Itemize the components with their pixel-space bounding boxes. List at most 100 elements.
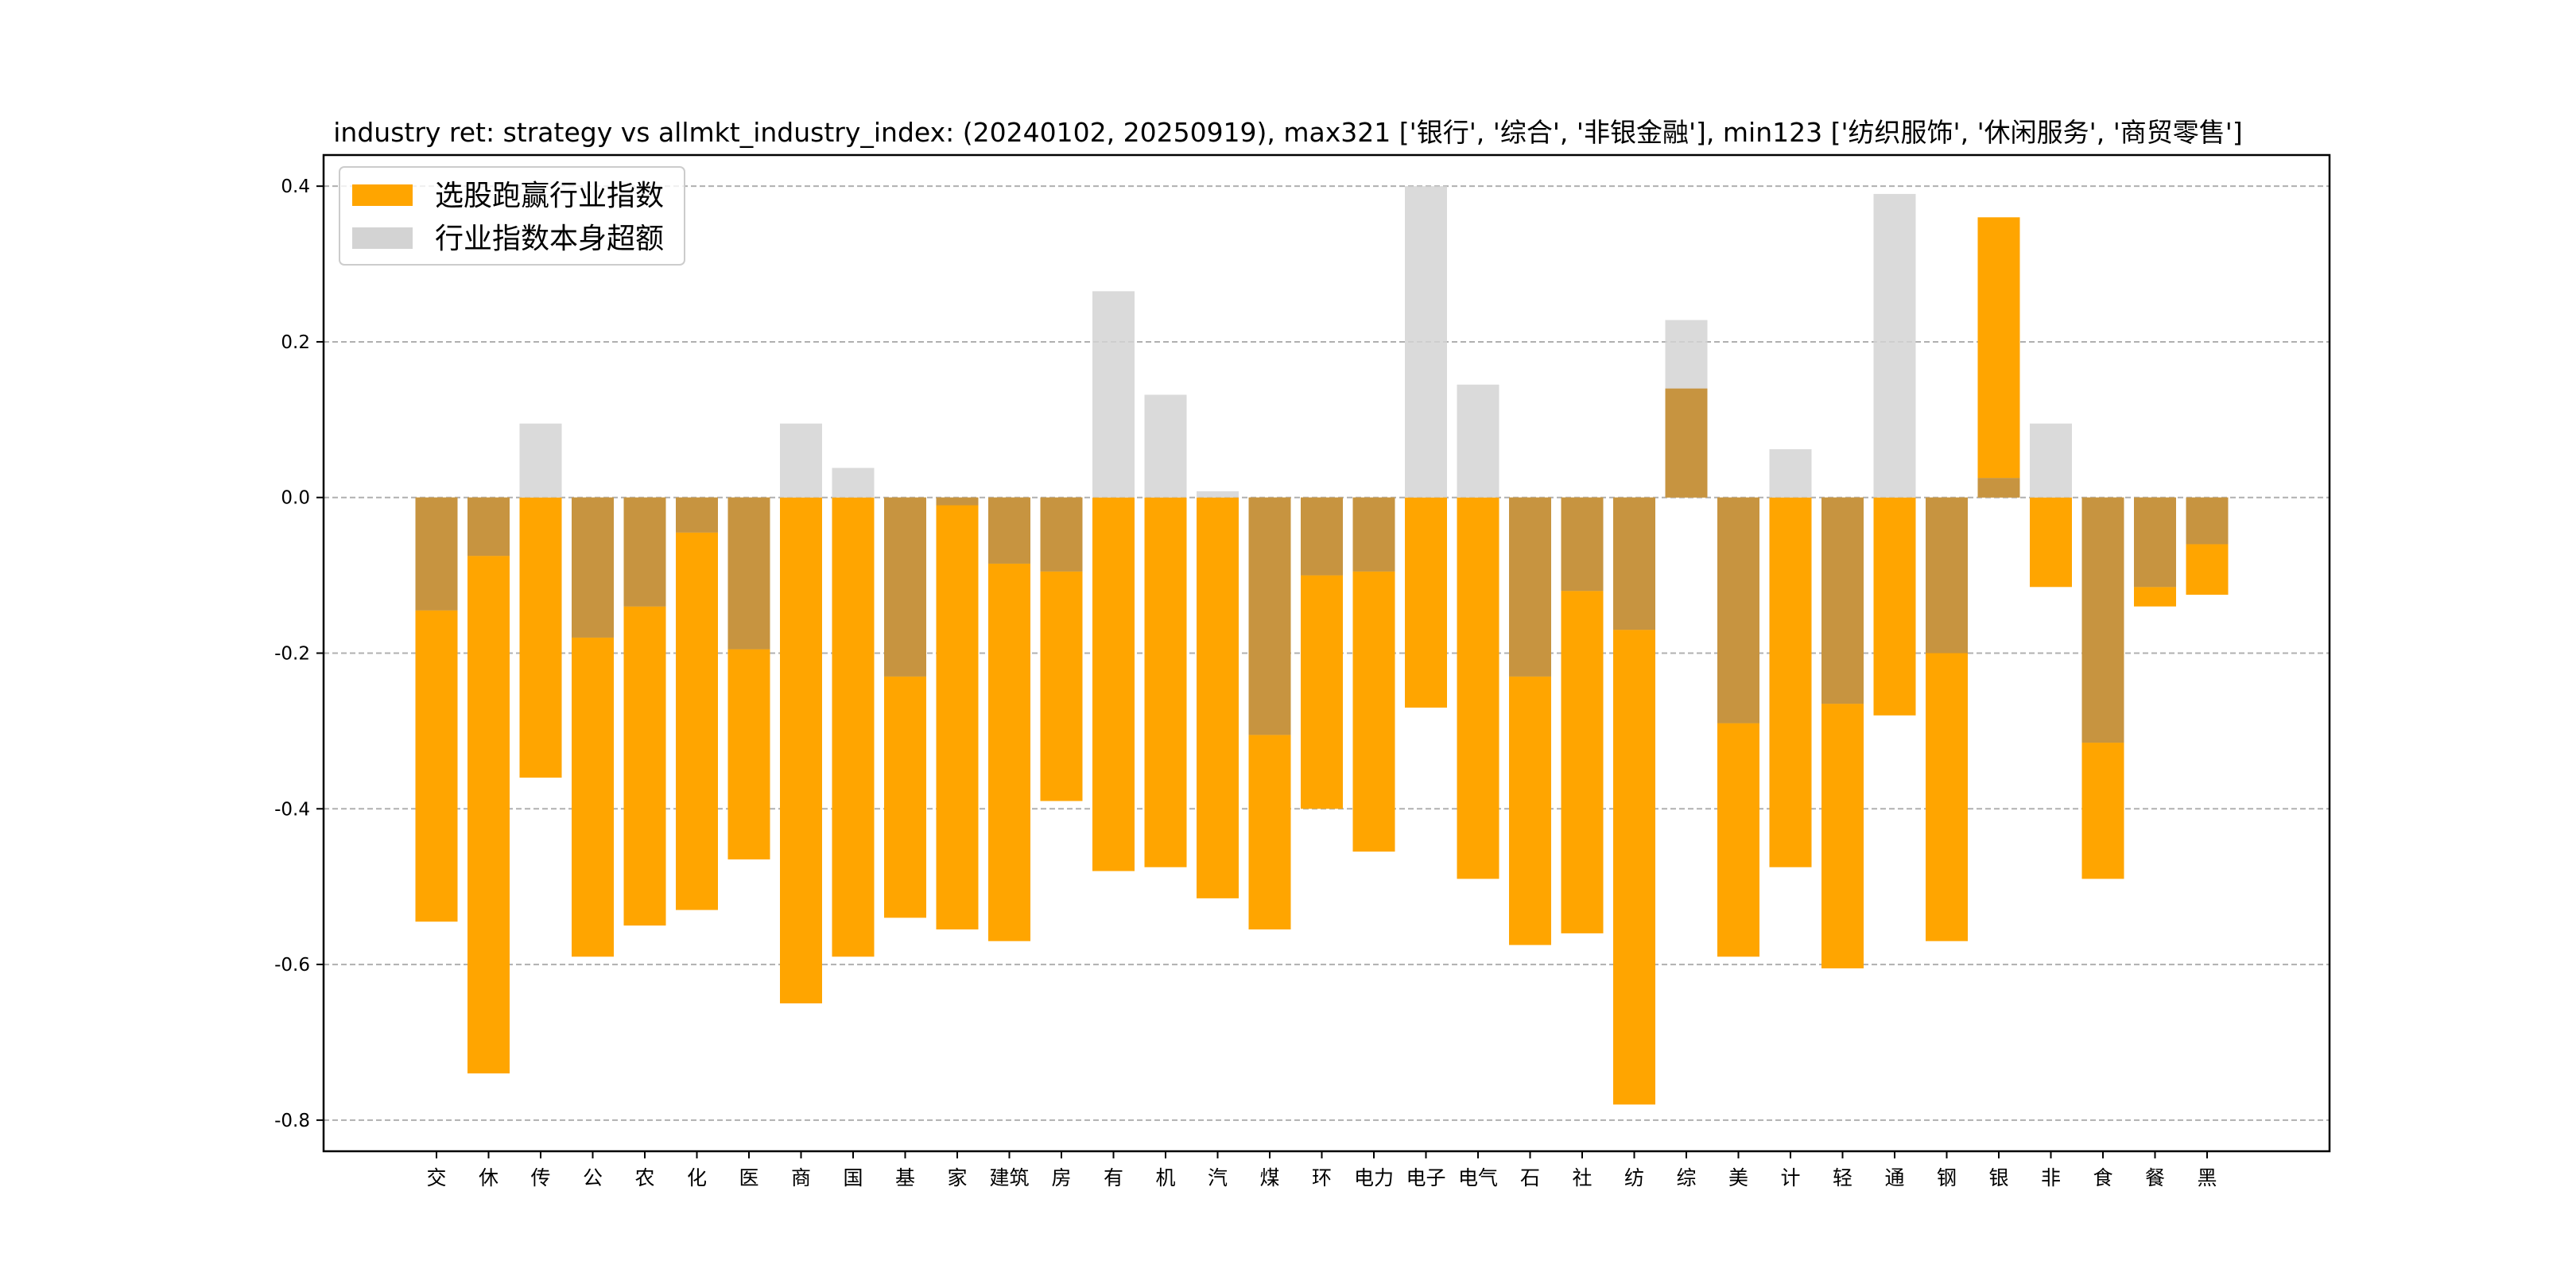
- x-tick-label: 黑: [2197, 1166, 2217, 1189]
- legend-box: [339, 166, 685, 266]
- x-tick-label: 汽: [1208, 1166, 1228, 1189]
- x-tick-label: 化: [687, 1166, 707, 1189]
- bar-overlap: [1926, 497, 1968, 654]
- y-tick-label: 0.0: [281, 488, 310, 509]
- bar-overlap: [1040, 497, 1083, 572]
- bar-index-excess: [1144, 394, 1187, 498]
- legend-swatch-outperform: [352, 184, 413, 206]
- legend-swatch-index-excess: [352, 227, 413, 249]
- bar-outperform: [1457, 497, 1499, 879]
- x-tick-label: 公: [583, 1166, 603, 1189]
- x-tick-label: 机: [1155, 1166, 1175, 1189]
- x-tick-label: 银: [1988, 1166, 2008, 1189]
- y-tick-label: 0.4: [281, 177, 310, 197]
- y-tick-label: -0.6: [274, 955, 310, 976]
- bar-outperform: [1873, 497, 1916, 716]
- x-tick-label: 电气: [1458, 1166, 1498, 1189]
- x-tick-label: 交: [426, 1166, 446, 1189]
- x-tick-label: 环: [1312, 1166, 1332, 1189]
- x-tick-label: 电力: [1354, 1166, 1394, 1189]
- bar-overlap: [1248, 497, 1291, 735]
- bar-outperform: [936, 497, 979, 930]
- legend-label-outperform: 选股跑赢行业指数: [435, 180, 664, 212]
- x-tick-label: 传: [530, 1166, 550, 1189]
- bar-overlap: [1509, 497, 1551, 677]
- bar-overlap: [2186, 497, 2229, 545]
- bar-outperform: [467, 497, 510, 1074]
- y-tick-label: 0.2: [281, 332, 310, 353]
- bar-index-excess: [519, 423, 562, 498]
- x-tick-label: 通: [1884, 1166, 1904, 1189]
- bar-outperform: [780, 497, 822, 1004]
- x-tick-label: 计: [1780, 1166, 1800, 1189]
- x-tick-label: 纺: [1624, 1166, 1644, 1189]
- x-tick-label: 美: [1728, 1166, 1748, 1189]
- bar-outperform: [1092, 497, 1135, 871]
- x-tick-label: 房: [1051, 1166, 1071, 1189]
- x-tick-label: 医: [739, 1166, 758, 1189]
- x-tick-label: 综: [1676, 1166, 1696, 1189]
- x-tick-label: 石: [1520, 1166, 1540, 1189]
- bar-overlap: [467, 497, 510, 557]
- bar-overlap: [1665, 388, 1708, 498]
- chart-title: industry ret: strategy vs allmkt_industr…: [333, 117, 2243, 148]
- legend-label-index-excess: 行业指数本身超额: [435, 223, 664, 255]
- y-axis: 0.4 0.2 0.0 -0.2 -0.4 -0.6 -0.8: [274, 177, 324, 1131]
- x-tick-label: 轻: [1833, 1166, 1852, 1189]
- x-tick-label: 国: [843, 1166, 863, 1189]
- bar-overlap: [1821, 497, 1864, 704]
- bar-index-excess: [1092, 291, 1135, 498]
- x-tick-label: 农: [634, 1166, 654, 1189]
- bar-outperform: [1197, 497, 1239, 898]
- bar-outperform: [519, 497, 562, 778]
- bars-layer: [415, 186, 2229, 1105]
- bar-overlap: [623, 497, 666, 607]
- bar-outperform: [1405, 497, 1447, 708]
- bar-overlap: [1977, 478, 2020, 498]
- bar-index-excess: [2030, 423, 2072, 498]
- bar-overlap: [676, 497, 718, 533]
- bar-overlap: [1301, 497, 1343, 576]
- x-tick-label: 餐: [2145, 1166, 2165, 1189]
- bar-overlap: [1352, 497, 1395, 572]
- bar-outperform: [1144, 497, 1187, 867]
- bar-index-excess: [1197, 491, 1239, 498]
- bar-outperform: [832, 497, 875, 957]
- bar-outperform: [1769, 497, 1812, 867]
- x-tick-label: 社: [1572, 1166, 1592, 1189]
- x-axis: 交 休 传 公 农 化 医 商 国 基 家建筑房 有 机 汽 煤 环电力 电子 电气石 社 纺 综 美 计 轻 通 钢 银 非 食 餐 黑: [426, 1151, 2217, 1189]
- x-tick-label: 钢: [1937, 1166, 1957, 1189]
- y-tick-label: -0.2: [274, 644, 310, 665]
- bar-outperform: [1977, 217, 2020, 498]
- x-tick-label: 基: [895, 1166, 915, 1189]
- bar-overlap: [936, 497, 979, 506]
- x-tick-label: 家: [947, 1166, 967, 1189]
- x-tick-label: 食: [2093, 1166, 2112, 1189]
- bar-index-excess: [1769, 449, 1812, 498]
- x-tick-label: 非: [2041, 1166, 2061, 1189]
- bar-overlap: [1613, 497, 1655, 630]
- bar-overlap: [2134, 497, 2176, 588]
- bar-outperform: [676, 497, 718, 910]
- bar-index-excess: [780, 423, 822, 498]
- bar-overlap: [727, 497, 770, 650]
- bar-overlap: [1561, 497, 1604, 592]
- bar-index-excess: [1405, 186, 1447, 498]
- x-tick-label: 有: [1104, 1166, 1123, 1189]
- legend: 选股跑赢行业指数 行业指数本身超额: [339, 166, 685, 266]
- y-tick-label: -0.8: [274, 1111, 310, 1131]
- x-tick-label: 商: [791, 1166, 811, 1189]
- bar-overlap: [415, 497, 458, 611]
- bar-overlap: [2081, 497, 2124, 743]
- bar-index-excess: [1457, 384, 1499, 498]
- x-tick-label: 电子: [1406, 1166, 1445, 1189]
- bar-outperform: [2030, 497, 2072, 588]
- bar-overlap: [572, 497, 614, 638]
- bar-index-excess: [832, 467, 875, 498]
- x-tick-label: 煤: [1259, 1166, 1279, 1189]
- bar-outperform: [988, 497, 1030, 941]
- bar-overlap: [884, 497, 926, 677]
- x-tick-label: 休: [479, 1166, 499, 1189]
- bar-overlap: [988, 497, 1030, 564]
